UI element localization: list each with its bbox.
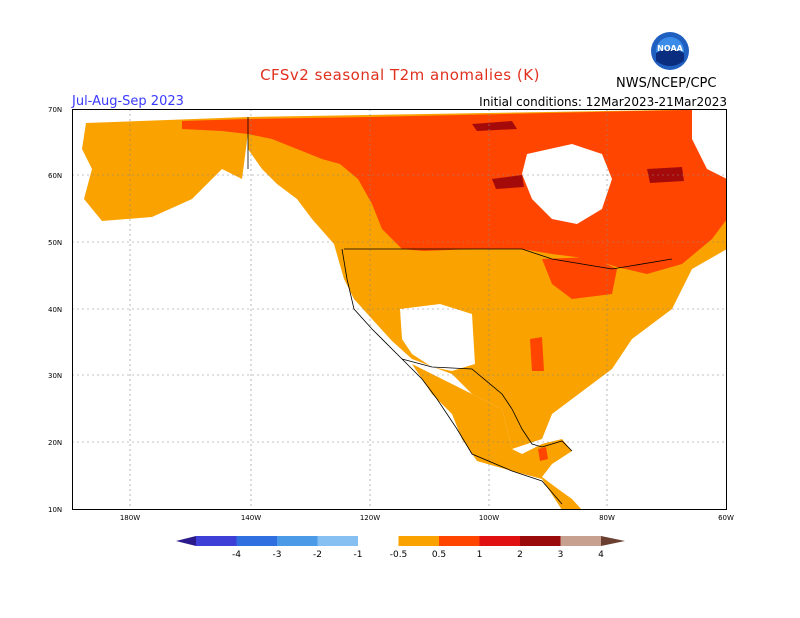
us-canada-border xyxy=(344,248,673,270)
legend-tick-label: 3 xyxy=(558,550,564,560)
chart-title: CFSv2 seasonal T2m anomalies (K) xyxy=(260,66,540,84)
legend-swatch xyxy=(317,536,358,546)
map-frame xyxy=(72,109,727,510)
legend-swatch xyxy=(358,536,399,546)
legend-tick-label: -2 xyxy=(313,550,322,560)
noaa-logo-icon: NOAA xyxy=(651,32,689,70)
legend-arrow-right xyxy=(601,536,625,546)
legend-tick-label: 4 xyxy=(598,550,604,560)
agency-label: NWS/NCEP/CPC xyxy=(616,76,717,91)
arctic-darkred-patch-2 xyxy=(492,175,524,189)
lat-label-30n: 30N xyxy=(48,372,63,380)
color-legend: -4 -3 -2 -1 -0.5 0.5 1 2 3 4 xyxy=(176,536,625,560)
legend-swatch xyxy=(520,536,561,546)
legend-swatch xyxy=(560,536,601,546)
forecast-period: Jul-Aug-Sep 2023 xyxy=(72,94,184,109)
lat-label-70n: 70N xyxy=(48,106,63,114)
legend-swatch xyxy=(398,536,439,546)
arctic-darkred-patch-3 xyxy=(647,167,684,183)
legend-tick-label: 0.5 xyxy=(432,550,446,560)
gridlines xyxy=(72,109,727,510)
legend-arrow-left xyxy=(176,536,196,546)
southwest-neutral-region xyxy=(400,304,475,371)
lon-label-80w: 80W xyxy=(599,514,615,522)
hudson-bay-neutral xyxy=(522,144,612,224)
coastline-west xyxy=(341,248,563,505)
lon-label-180w: 180W xyxy=(119,514,141,522)
legend-tick-label: -4 xyxy=(232,550,241,560)
mexico-orange-region xyxy=(412,364,582,510)
legend-tick-label: 1 xyxy=(477,550,483,560)
legend-swatch xyxy=(236,536,277,546)
legend-tick-label: -1 xyxy=(354,550,363,560)
legend-tick-label: -0.5 xyxy=(390,550,408,560)
lat-label-20n: 20N xyxy=(48,439,63,447)
great-lakes-red-region xyxy=(542,257,617,299)
legend-swatch xyxy=(196,536,237,546)
lat-label-60n: 60N xyxy=(48,172,63,180)
arctic-darkred-patch-1 xyxy=(472,121,517,131)
legend-swatch xyxy=(479,536,520,546)
lon-label-100w: 100W xyxy=(478,514,500,522)
anomaly-map xyxy=(72,109,727,510)
lon-label-140w: 140W xyxy=(240,514,262,522)
lat-label-10n: 10N xyxy=(48,506,63,514)
initial-conditions: Initial conditions: 12Mar2023-21Mar2023 xyxy=(479,95,727,109)
alaska-orange-region xyxy=(82,117,248,221)
lat-label-50n: 50N xyxy=(48,239,63,247)
borders xyxy=(247,117,673,505)
lon-label-120w: 120W xyxy=(359,514,381,522)
central-america-red-region xyxy=(538,447,548,461)
legend-tick-label: -3 xyxy=(273,550,282,560)
logo-text: NOAA xyxy=(657,44,683,53)
lat-label-40n: 40N xyxy=(48,306,63,314)
legend-bar xyxy=(176,536,625,546)
us-mexico-border xyxy=(401,358,513,410)
legend-ticks: -4 -3 -2 -1 -0.5 0.5 1 2 3 4 xyxy=(232,550,604,560)
legend-swatch xyxy=(439,536,480,546)
legend-tick-label: 2 xyxy=(517,550,523,560)
mississippi-red-region xyxy=(530,337,544,371)
greenland-neutral xyxy=(692,109,727,179)
coastline-gulf xyxy=(511,408,573,452)
lon-label-60w: 60W xyxy=(718,514,734,522)
legend-swatch xyxy=(277,536,318,546)
